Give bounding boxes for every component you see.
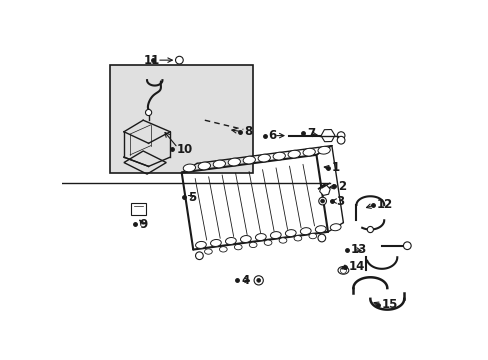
FancyBboxPatch shape	[131, 203, 146, 215]
Text: 10: 10	[176, 143, 192, 156]
Text: 6: 6	[268, 129, 276, 142]
Text: 8: 8	[244, 125, 252, 138]
Bar	[110, 65, 252, 172]
Text: 13: 13	[350, 243, 366, 256]
Ellipse shape	[317, 147, 329, 154]
Text: 14: 14	[348, 260, 365, 273]
Ellipse shape	[234, 244, 242, 250]
Ellipse shape	[287, 150, 300, 158]
Ellipse shape	[213, 160, 225, 168]
Ellipse shape	[204, 249, 212, 254]
Ellipse shape	[272, 152, 285, 160]
Circle shape	[337, 136, 344, 144]
Circle shape	[366, 226, 373, 233]
Text: 2: 2	[337, 180, 346, 193]
Circle shape	[256, 278, 260, 282]
Ellipse shape	[315, 226, 325, 233]
Circle shape	[318, 197, 326, 205]
Ellipse shape	[293, 235, 301, 241]
Circle shape	[175, 56, 183, 64]
Text: 7: 7	[306, 127, 315, 140]
Ellipse shape	[300, 228, 310, 235]
Circle shape	[145, 109, 151, 116]
Text: 9: 9	[139, 218, 147, 231]
Ellipse shape	[240, 235, 251, 243]
Circle shape	[403, 242, 410, 249]
Ellipse shape	[183, 164, 195, 172]
Text: 11: 11	[143, 54, 159, 67]
Ellipse shape	[303, 148, 315, 156]
Ellipse shape	[225, 238, 236, 244]
Ellipse shape	[285, 230, 296, 237]
Text: 15: 15	[381, 298, 397, 311]
Text: 3: 3	[335, 194, 343, 208]
Circle shape	[254, 276, 263, 285]
Ellipse shape	[228, 158, 240, 166]
Ellipse shape	[330, 224, 340, 231]
Ellipse shape	[195, 242, 206, 248]
Ellipse shape	[219, 247, 227, 252]
Text: 1: 1	[331, 161, 339, 175]
Ellipse shape	[255, 234, 265, 240]
Ellipse shape	[258, 154, 270, 162]
Ellipse shape	[308, 233, 316, 239]
Circle shape	[340, 267, 346, 274]
Ellipse shape	[270, 231, 281, 239]
Circle shape	[320, 199, 324, 203]
Ellipse shape	[198, 162, 210, 170]
Ellipse shape	[337, 266, 348, 274]
Ellipse shape	[243, 156, 255, 164]
Ellipse shape	[249, 242, 257, 248]
Circle shape	[317, 234, 325, 242]
Text: 12: 12	[376, 198, 392, 211]
Circle shape	[337, 132, 344, 139]
Text: 5: 5	[187, 191, 196, 204]
Text: 4: 4	[241, 274, 249, 287]
Ellipse shape	[279, 238, 286, 243]
Ellipse shape	[264, 240, 271, 246]
Ellipse shape	[210, 239, 221, 247]
Circle shape	[195, 252, 203, 260]
